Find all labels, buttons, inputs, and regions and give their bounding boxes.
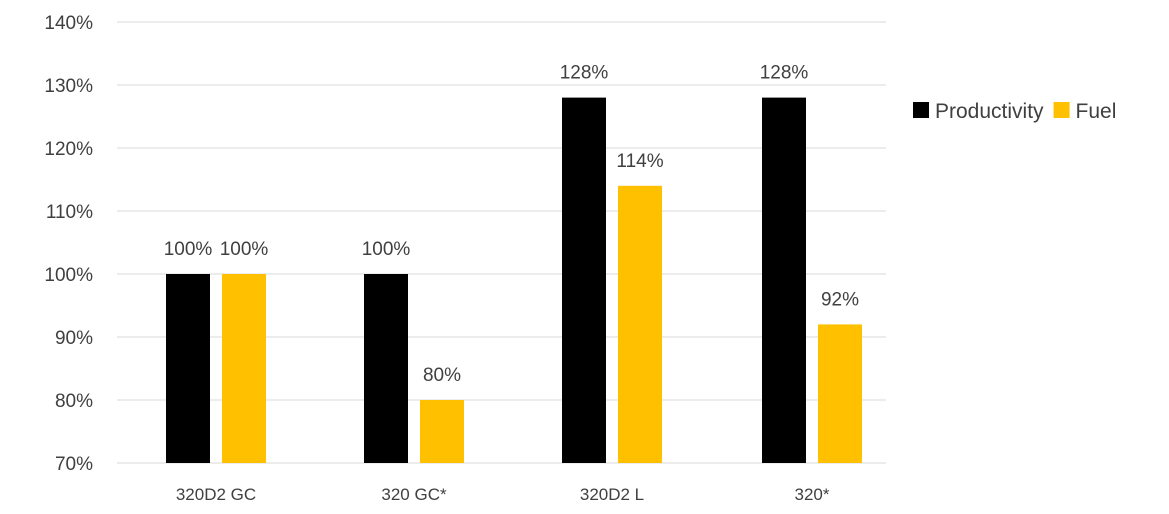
bar-fuel bbox=[420, 400, 464, 463]
legend-label-fuel: Fuel bbox=[1076, 100, 1117, 123]
data-label: 114% bbox=[616, 151, 663, 172]
data-label: 80% bbox=[423, 365, 461, 386]
y-tick-label: 140% bbox=[44, 13, 93, 34]
x-category-label: 320 GC* bbox=[381, 485, 447, 504]
data-label: 100% bbox=[220, 239, 269, 260]
y-tick-label: 70% bbox=[55, 454, 93, 475]
bar-productivity bbox=[166, 274, 210, 463]
x-category-label: 320D2 L bbox=[580, 485, 644, 504]
y-tick-label: 110% bbox=[46, 202, 93, 223]
legend-label-productivity: Productivity bbox=[935, 100, 1044, 123]
y-tick-label: 90% bbox=[55, 328, 93, 349]
data-label: 128% bbox=[560, 63, 609, 84]
bar-productivity bbox=[762, 97, 806, 463]
y-tick-label: 80% bbox=[55, 391, 93, 412]
bar-fuel bbox=[618, 185, 662, 464]
legend: Productivity Fuel bbox=[913, 100, 1116, 123]
data-label: 100% bbox=[164, 239, 213, 260]
legend-swatch-fuel bbox=[1053, 102, 1070, 118]
x-category-label: 320D2 GC bbox=[176, 485, 256, 504]
bars bbox=[166, 97, 862, 464]
bar-productivity bbox=[364, 274, 408, 463]
data-label: 128% bbox=[760, 63, 809, 84]
bar-productivity bbox=[562, 97, 606, 463]
bar-fuel bbox=[222, 274, 266, 463]
data-label: 100% bbox=[362, 239, 411, 260]
legend-swatch-productivity bbox=[913, 102, 929, 118]
x-category-label: 320* bbox=[795, 485, 830, 504]
x-axis-categories: 320D2 GC 320 GC* 320D2 L 320* bbox=[176, 485, 830, 504]
data-labels: 100% 100% 128% 128% 100% 80% 114% 92% bbox=[164, 63, 859, 386]
y-tick-label: 120% bbox=[44, 139, 93, 160]
data-label: 92% bbox=[821, 289, 859, 310]
y-tick-label: 130% bbox=[44, 76, 93, 97]
bar-fuel bbox=[818, 324, 862, 463]
y-tick-label: 100% bbox=[44, 265, 93, 286]
y-axis-ticks: 70% 80% 90% 100% 110% 120% 130% 140% bbox=[44, 13, 93, 475]
